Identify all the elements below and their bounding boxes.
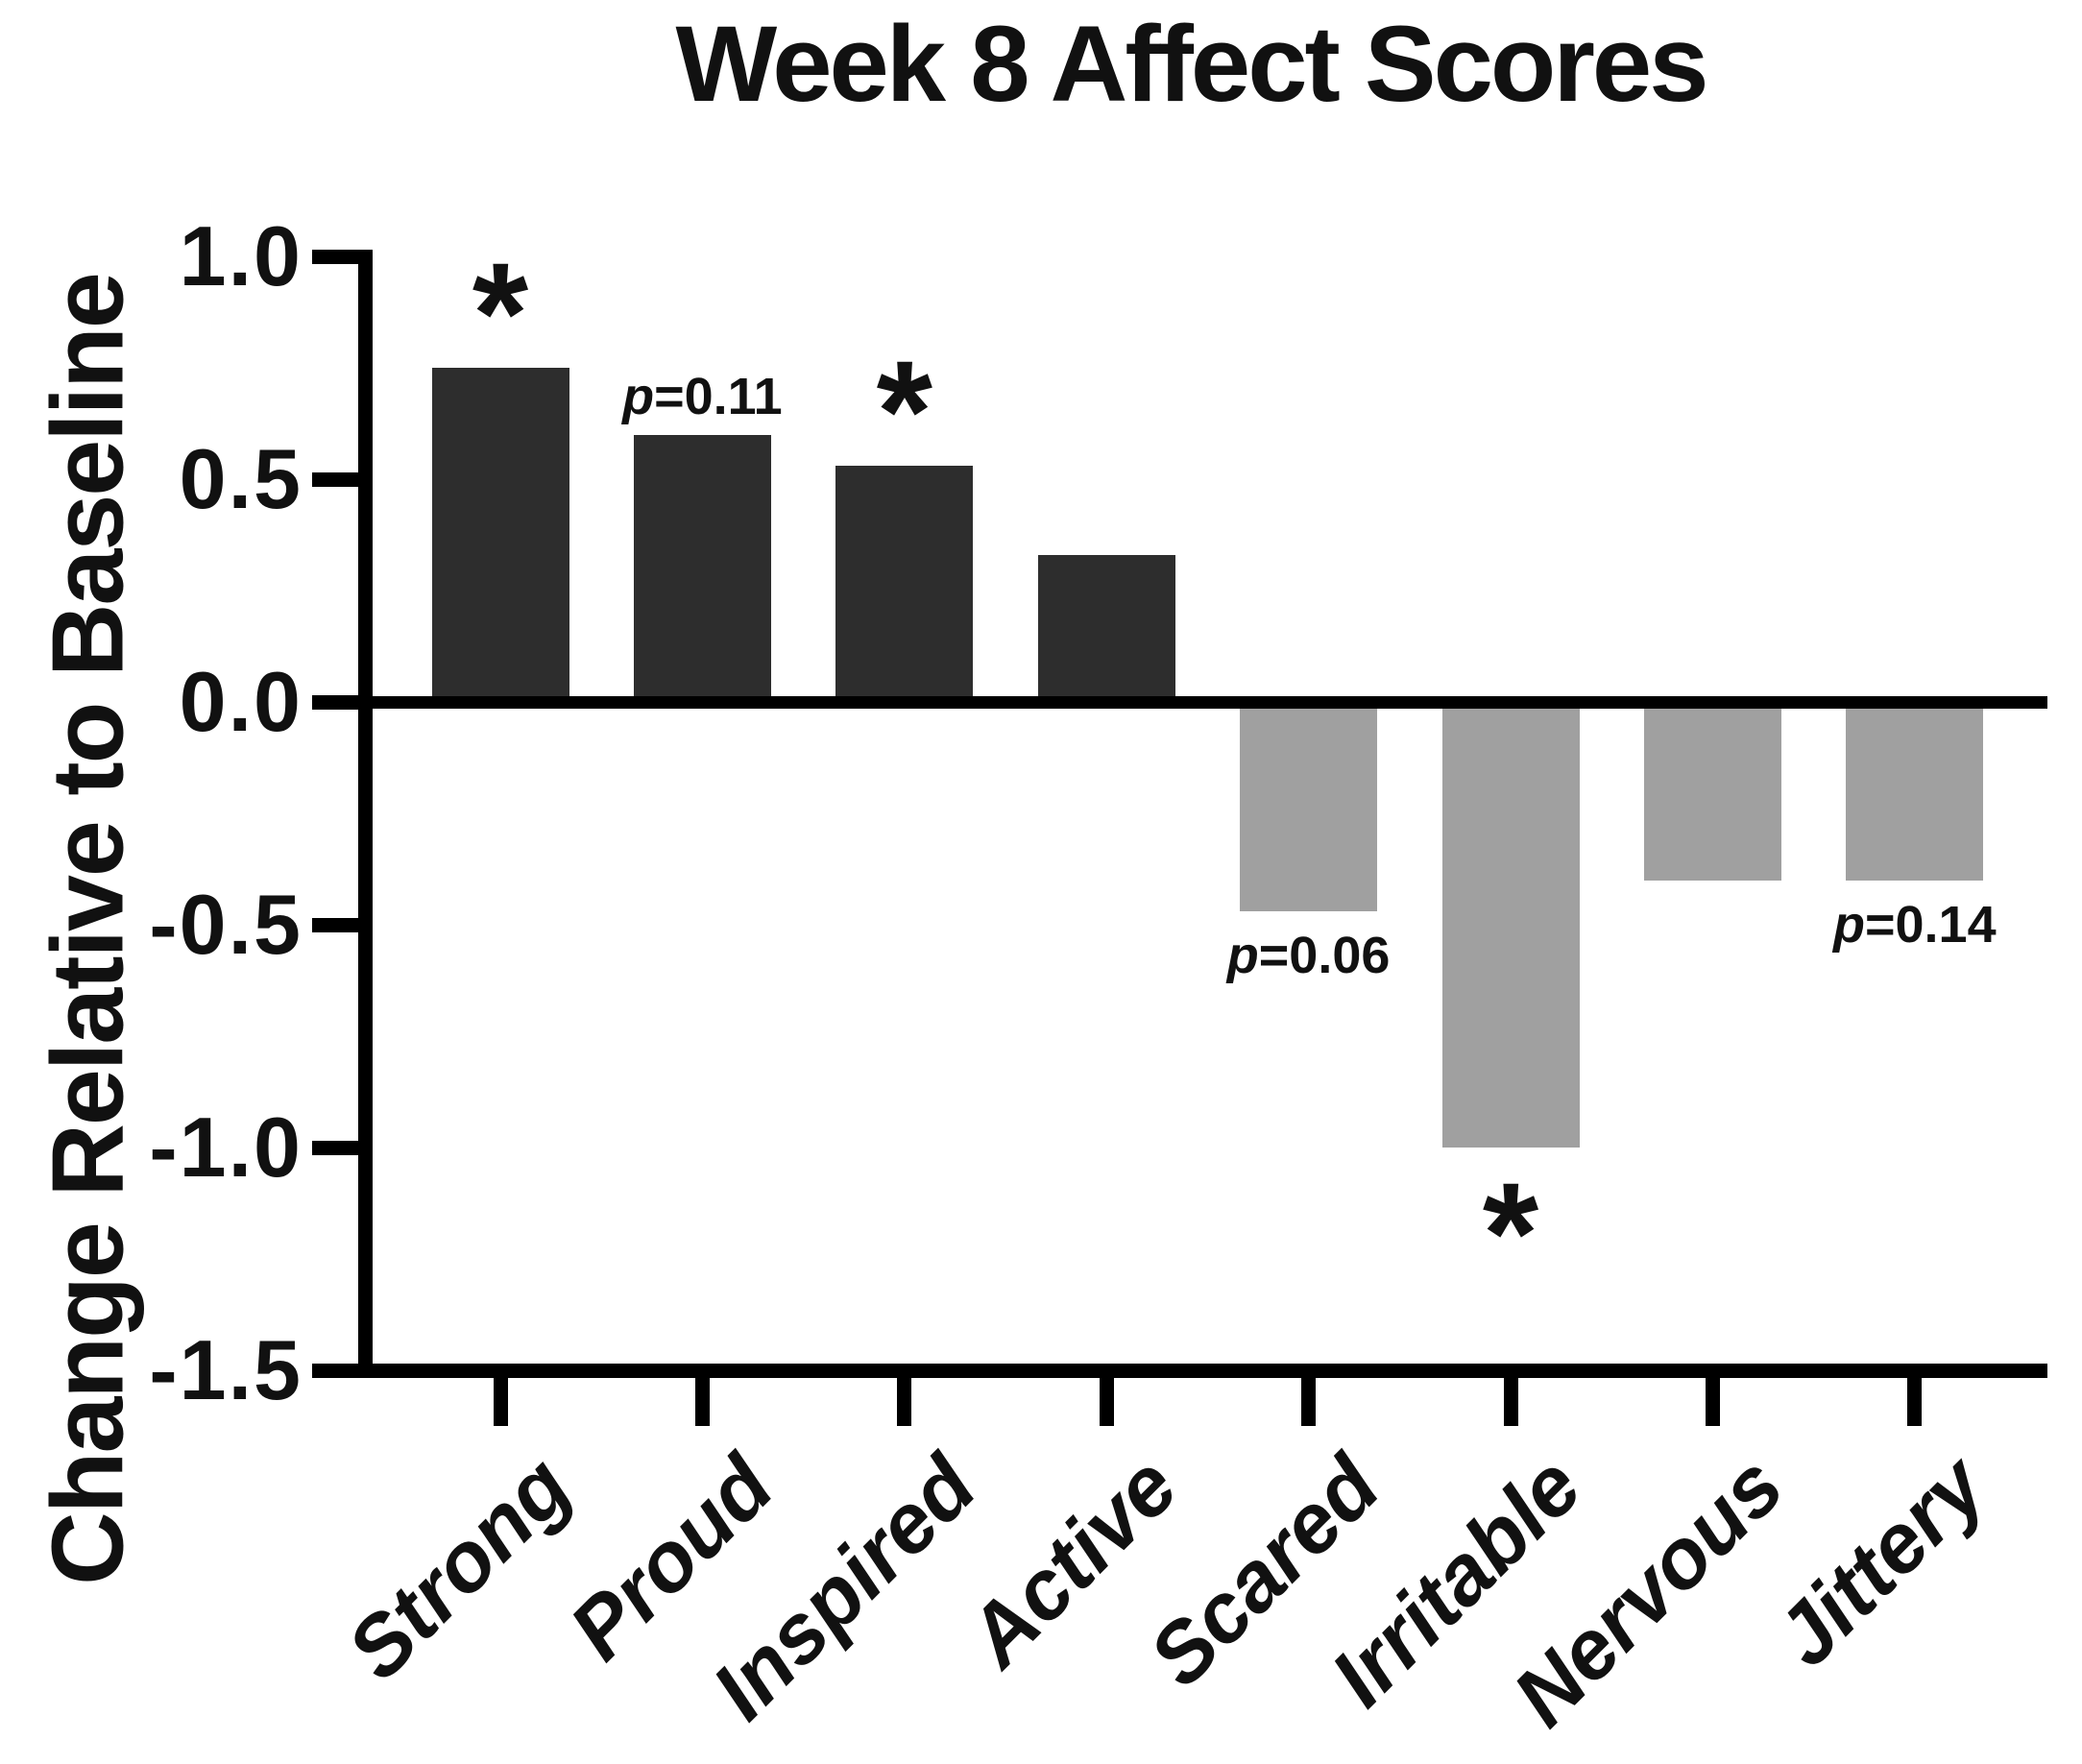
x-tick [493,1377,508,1426]
y-tick [311,694,358,710]
zero-line [357,695,2047,709]
p-value-label: p=0.14 [1832,895,1997,954]
x-label-jittery: Jittery [1756,1438,2003,1684]
significance-asterisk: * [472,232,529,394]
x-tick [1301,1377,1317,1426]
y-tick [311,1140,358,1155]
y-tick-label: -0.5 [149,877,303,972]
significance-asterisk: * [1482,1152,1539,1314]
y-tick [311,917,358,932]
x-tick [1503,1377,1518,1426]
bar-inspired [835,466,974,702]
x-label-strong: Strong [328,1438,590,1698]
y-tick-label: 0.0 [179,654,303,749]
y-tick-label: 1.0 [179,208,303,303]
bar-proud [633,434,771,702]
y-tick [311,1363,358,1378]
bar-irritable [1441,702,1580,1148]
x-tick [1099,1377,1114,1426]
p-value-label: p=0.11 [622,367,783,425]
bar-active [1037,554,1175,702]
x-tick [694,1377,710,1426]
y-axis-line [357,249,373,1378]
bar-jittery [1846,702,1984,881]
y-tick-label: -1.0 [149,1099,303,1195]
x-tick [1705,1377,1720,1426]
significance-asterisk: * [876,330,932,493]
x-tick [1907,1377,1923,1426]
chart-title: Week 8 Affect Scores [675,4,1709,124]
y-tick-label: -1.5 [149,1322,303,1417]
bar-strong [431,368,569,702]
p-value-label: p=0.06 [1226,927,1391,985]
y-tick-label: 0.5 [179,431,303,526]
y-tick [311,249,358,264]
bar-scared [1240,702,1378,912]
x-tick [897,1377,912,1426]
x-axis-line [357,1363,2047,1378]
bar-nervous [1643,702,1781,881]
y-tick [311,471,358,487]
